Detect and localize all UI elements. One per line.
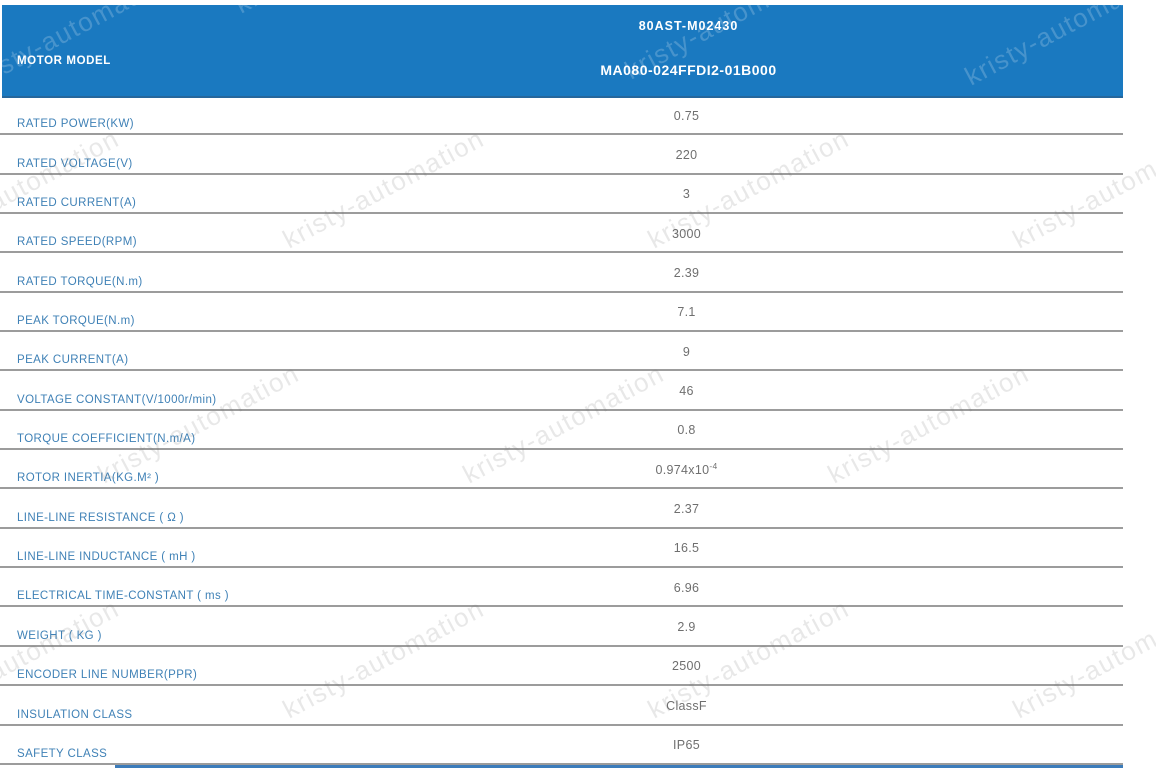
spec-row: VOLTAGE CONSTANT(V/1000r/min) 46 (0, 371, 1123, 411)
spec-label: LINE-LINE INDUCTANCE ( mH ) (17, 551, 196, 564)
watermark-text: kristy-automation (2, 5, 177, 96)
spec-row: ROTOR INERTIA(KG.M² ) 0.974x10-4 (0, 450, 1123, 490)
spec-label: WEIGHT ( KG ) (17, 629, 102, 642)
spec-value: 16.5 (673, 541, 700, 556)
spec-value: 0.75 (673, 108, 700, 123)
spec-label: RATED CURRENT(A) (17, 197, 137, 210)
spec-value: 2.37 (673, 502, 700, 517)
spec-row: PEAK CURRENT(A) 9 (0, 332, 1123, 372)
spec-value: 2500 (671, 659, 701, 674)
spec-value: 2.39 (673, 266, 700, 281)
spec-row: INSULATION CLASS ClassF (0, 686, 1123, 726)
motor-model-code-top: 80AST-M02430 (638, 19, 739, 33)
motor-model-code-bottom: MA080-024FFDI2-01B000 (600, 62, 777, 78)
spec-label: RATED POWER(KW) (17, 118, 134, 131)
spec-row: ELECTRICAL TIME-CONSTANT ( ms ) 6.96 (0, 568, 1123, 608)
bottom-accent-line (115, 765, 1123, 768)
spec-value: IP65 (673, 738, 700, 753)
spec-value: 3000 (671, 226, 701, 241)
table-header: MOTOR MODEL 80AST-M02430 MA080-024FFDI2-… (2, 5, 1123, 98)
spec-value: 2.9 (677, 620, 696, 635)
spec-label: ENCODER LINE NUMBER(PPR) (17, 669, 198, 682)
spec-label: RATED VOLTAGE(V) (17, 157, 133, 170)
spec-label: LINE-LINE RESISTANCE ( Ω ) (17, 511, 185, 524)
spec-label: ROTOR INERTIA(KG.M² ) (17, 472, 160, 485)
spec-label: ELECTRICAL TIME-CONSTANT ( ms ) (17, 590, 229, 603)
spec-value: 3 (682, 187, 691, 202)
spec-row: RATED VOLTAGE(V) 220 (0, 135, 1123, 175)
spec-label: INSULATION CLASS (17, 708, 133, 721)
spec-row: PEAK TORQUE(N.m) 7.1 (0, 293, 1123, 333)
spec-label: RATED SPEED(RPM) (17, 236, 137, 249)
spec-value: 46 (679, 384, 694, 399)
spec-row: RATED SPEED(RPM) 3000 (0, 214, 1123, 254)
spec-label: PEAK TORQUE(N.m) (17, 315, 135, 328)
spec-label: PEAK CURRENT(A) (17, 354, 129, 367)
spec-label: VOLTAGE CONSTANT(V/1000r/min) (17, 393, 217, 406)
spec-value: ClassF (666, 698, 707, 713)
spec-value: 220 (675, 148, 698, 163)
spec-row: TORQUE COEFFICIENT(N.m/A) 0.8 (0, 411, 1123, 451)
spec-row: ENCODER LINE NUMBER(PPR) 2500 (0, 647, 1123, 687)
spec-value: 6.96 (673, 580, 700, 595)
watermark-text: kristy-automation (230, 5, 442, 20)
spec-row: RATED TORQUE(N.m) 2.39 (0, 253, 1123, 293)
spec-row: RATED POWER(KW) 0.75 (0, 96, 1123, 136)
spec-row: SAFETY CLASS IP65 (0, 726, 1123, 765)
motor-model-label: MOTOR MODEL (17, 55, 111, 67)
spec-label: SAFETY CLASS (17, 747, 108, 760)
spec-table: RATED POWER(KW) 0.75 RATED VOLTAGE(V) 22… (0, 96, 1123, 765)
spec-row: RATED CURRENT(A) 3 (0, 175, 1123, 215)
spec-row: WEIGHT ( KG ) 2.9 (0, 607, 1123, 647)
spec-value: 9 (682, 344, 691, 359)
spec-row: LINE-LINE INDUCTANCE ( mH ) 16.5 (0, 529, 1123, 569)
spec-row: LINE-LINE RESISTANCE ( Ω ) 2.37 (0, 489, 1123, 529)
spec-label: RATED TORQUE(N.m) (17, 275, 143, 288)
spec-label: TORQUE COEFFICIENT(N.m/A) (17, 433, 196, 446)
spec-value: 0.974x10-4 (655, 460, 718, 477)
spec-value: 0.8 (677, 423, 696, 438)
spec-value: 7.1 (677, 305, 696, 320)
